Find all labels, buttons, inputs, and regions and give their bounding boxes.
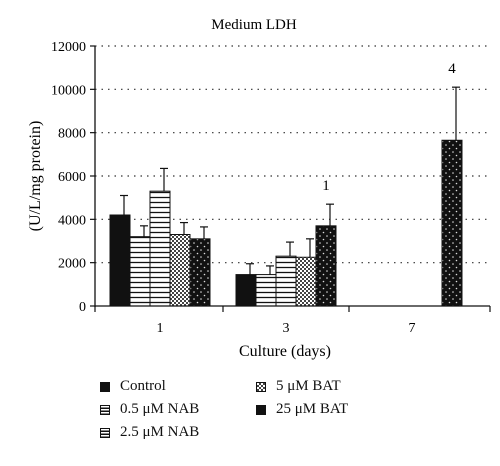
y-tick-label-6000: 6000 <box>58 170 86 185</box>
bar-5-m-bat-day-1 <box>169 234 191 307</box>
bar-25-m-bat-day-1 <box>189 238 211 307</box>
y-tick-label-4000: 4000 <box>58 213 86 228</box>
bar-25-m-bat-day-7 <box>441 139 463 307</box>
y-tick-label-12000: 12000 <box>51 40 86 55</box>
y-tick-label-10000: 10000 <box>51 83 86 98</box>
y-tick-label-2000: 2000 <box>58 257 86 272</box>
bar-0-5-m-nab-day-1 <box>129 236 151 307</box>
annotation-day-3: 1 <box>322 178 330 194</box>
bar-2-5-m-nab-day-1 <box>149 190 171 307</box>
x-axis-label: Culture (days) <box>239 343 331 360</box>
bar-25-m-bat-day-3 <box>315 225 337 307</box>
bar-control-day-1 <box>109 214 131 307</box>
bars: 14 <box>109 61 463 307</box>
annotation-day-7: 4 <box>448 61 456 77</box>
x-tick-label-1: 1 <box>157 321 164 336</box>
bar-5-m-bat-day-3 <box>295 256 317 307</box>
chart-title: Medium LDH <box>211 17 297 33</box>
bar-control-day-3 <box>235 274 257 307</box>
y-tick-label-8000: 8000 <box>58 127 86 142</box>
x-tick-label-7: 7 <box>409 321 416 336</box>
bar-0-5-m-nab-day-3 <box>255 274 277 307</box>
bar-2-5-m-nab-day-3 <box>275 255 297 307</box>
x-tick-label-3: 3 <box>283 321 290 336</box>
y-axis-label: (U/L/mg protein) <box>27 121 44 232</box>
y-tick-label-0: 0 <box>79 300 86 315</box>
ticks: 0 2000 4000 6000 8000 10000 12000 1 3 7 <box>51 40 491 336</box>
